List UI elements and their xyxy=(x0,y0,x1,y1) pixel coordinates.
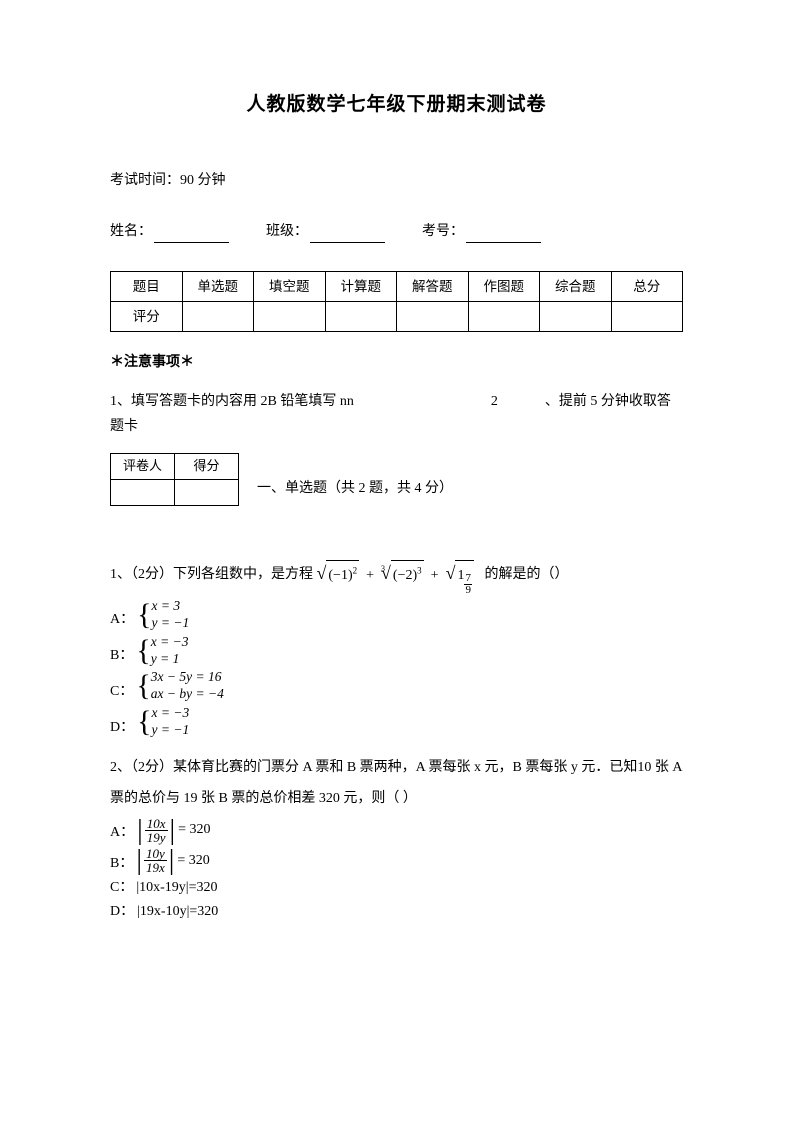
id-label: 考号： xyxy=(422,224,464,239)
judge-score: 得分 xyxy=(175,453,239,479)
notice-text: 1、填写答题卡的内容用 2B 铅笔填写 nn 2 、提前 5 分钟收取答题卡 xyxy=(110,389,683,439)
td-blank[interactable] xyxy=(468,302,540,332)
q2-option-b[interactable]: B： | 10y19x | = 320 xyxy=(110,847,683,875)
judge-blank[interactable] xyxy=(111,479,175,505)
opt-label: A： xyxy=(110,609,134,631)
td-blank[interactable] xyxy=(182,302,254,332)
th-draw: 作图题 xyxy=(468,272,540,302)
td-blank[interactable] xyxy=(540,302,612,332)
q1-option-c[interactable]: C： {3x − 5y = 16ax − by = −4 xyxy=(110,669,683,703)
notice-title: ＊注意事项＊ xyxy=(110,352,683,374)
q1-prefix: 1、（2分）下列各组数中，是方程 xyxy=(110,567,313,582)
th-comp: 综合题 xyxy=(540,272,612,302)
name-label: 姓名： xyxy=(110,224,152,239)
student-info-line: 姓名： 班级： 考号： xyxy=(110,221,683,243)
question-1: 1、（2分）下列各组数中，是方程 √(−1)2 + 3√(−2)3 + √179… xyxy=(110,554,683,739)
score-table: 题目 单选题 填空题 计算题 解答题 作图题 综合题 总分 评分 xyxy=(110,271,683,332)
question-2: 2、（2分）某体育比赛的门票分 A 票和 B 票两种，A 票每张 x 元，B 票… xyxy=(110,753,683,924)
th-fill: 填空题 xyxy=(254,272,326,302)
q1-formula: √(−1)2 + 3√(−2)3 + √179 xyxy=(317,554,474,596)
opt-label: C： xyxy=(110,877,133,899)
opt-label: D： xyxy=(110,717,134,739)
q1-option-d[interactable]: D： {x = −3y = −1 xyxy=(110,705,683,739)
q1-option-a[interactable]: A： {x = 3y = −1 xyxy=(110,598,683,632)
notice-part2: 2 xyxy=(491,394,498,409)
q2-option-d[interactable]: D：|19x-10y|=320 xyxy=(110,901,683,923)
td-blank[interactable] xyxy=(397,302,469,332)
class-label: 班级： xyxy=(266,224,308,239)
class-blank[interactable] xyxy=(310,227,385,243)
notice-part1: 1、填写答题卡的内容用 2B 铅笔填写 nn xyxy=(110,394,354,409)
q2-text: 2、（2分）某体育比赛的门票分 A 票和 B 票两种，A 票每张 x 元，B 票… xyxy=(110,753,683,815)
th-topic: 题目 xyxy=(111,272,183,302)
section-1-title: 一、单选题（共 2 题，共 4 分） xyxy=(257,478,453,500)
id-blank[interactable] xyxy=(466,227,541,243)
q2-option-c[interactable]: C：|10x-19y|=320 xyxy=(110,877,683,899)
page-title: 人教版数学七年级下册期末测试卷 xyxy=(110,90,683,120)
exam-time: 考试时间：90 分钟 xyxy=(110,170,683,192)
table-row: 评分 xyxy=(111,302,683,332)
opt-label: D： xyxy=(110,901,134,923)
table-row: 题目 单选题 填空题 计算题 解答题 作图题 综合题 总分 xyxy=(111,272,683,302)
td-blank[interactable] xyxy=(254,302,326,332)
judge-person: 评卷人 xyxy=(111,453,175,479)
judge-table: 评卷人 得分 xyxy=(110,453,239,506)
th-solve: 解答题 xyxy=(397,272,469,302)
opt-label: B： xyxy=(110,853,133,875)
opt-label: A： xyxy=(110,822,134,844)
q1-option-b[interactable]: B： {x = −3y = 1 xyxy=(110,634,683,668)
th-total: 总分 xyxy=(611,272,683,302)
opt-label: C： xyxy=(110,681,133,703)
judge-blank[interactable] xyxy=(175,479,239,505)
th-single: 单选题 xyxy=(182,272,254,302)
opt-label: B： xyxy=(110,645,133,667)
td-score-label: 评分 xyxy=(111,302,183,332)
section-header-row: 评卷人 得分 一、单选题（共 2 题，共 4 分） xyxy=(110,453,683,526)
q2-option-a[interactable]: A： | 10x19y | = 320 xyxy=(110,817,683,845)
th-calc: 计算题 xyxy=(325,272,397,302)
name-blank[interactable] xyxy=(154,227,229,243)
q1-suffix: 的解是的（） xyxy=(484,567,568,582)
td-blank[interactable] xyxy=(325,302,397,332)
td-blank[interactable] xyxy=(611,302,683,332)
